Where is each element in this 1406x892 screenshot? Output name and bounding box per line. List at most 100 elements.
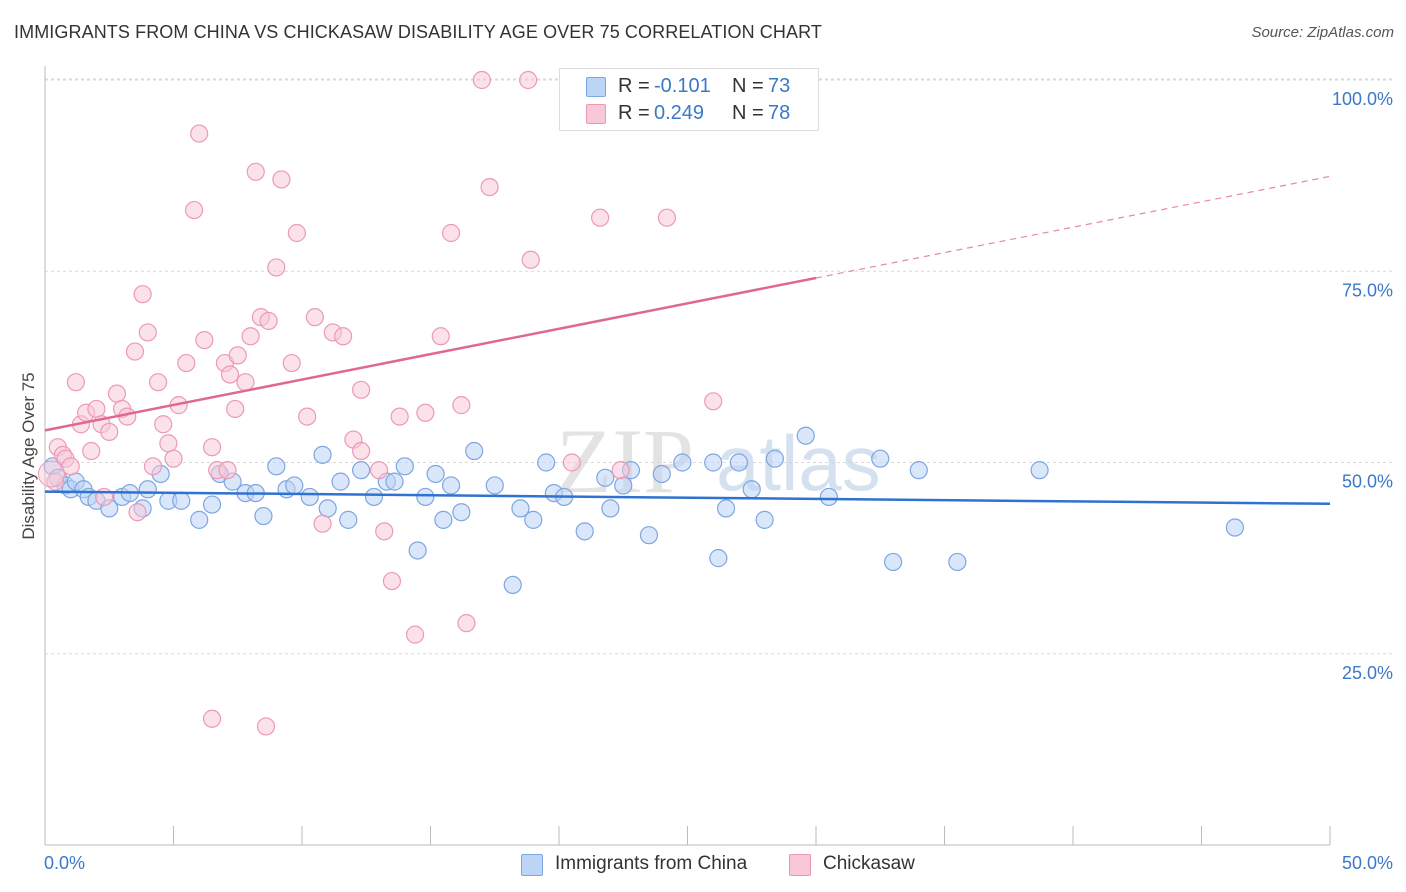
- correlation-legend: R = -0.101 N = 73 R = 0.249 N = 78: [559, 68, 819, 131]
- legend-r-value: -0.101: [654, 75, 711, 97]
- china-point: [601, 499, 620, 518]
- data-points: [37, 70, 1245, 736]
- y-axis-label: Disability Age Over 75: [19, 372, 38, 539]
- chickasaw-point: [195, 331, 214, 350]
- chickasaw-point: [704, 392, 723, 411]
- chickasaw-point: [220, 365, 240, 384]
- china-point: [524, 510, 543, 529]
- chickasaw-point: [272, 170, 291, 189]
- chickasaw-point: [246, 162, 265, 181]
- chickasaw-point: [82, 441, 101, 461]
- chickasaw-point: [202, 438, 222, 457]
- chickasaw-point: [267, 258, 286, 277]
- china-point: [190, 510, 209, 529]
- chickasaw-trend-line: [44, 276, 817, 432]
- china-point: [575, 522, 594, 541]
- chickasaw-point: [133, 285, 152, 304]
- chickasaw-point: [562, 453, 581, 472]
- china-point: [331, 472, 350, 491]
- tick-labels: 25.0% 50.0% 75.0% 100.0% 0.0% 50.0%: [44, 89, 1393, 873]
- china-point: [614, 476, 633, 495]
- china-point: [537, 453, 556, 472]
- china-point: [416, 487, 435, 507]
- chickasaw-point: [125, 342, 145, 361]
- china-point: [709, 549, 728, 568]
- chickasaw-point: [591, 208, 610, 227]
- legend-r-value: 0.249: [654, 102, 705, 124]
- y-tick-label: 100.0%: [1332, 89, 1393, 109]
- series-swatch-china: [521, 854, 543, 876]
- series-swatch-chickasaw: [789, 854, 811, 876]
- chickasaw-point: [352, 441, 371, 461]
- chickasaw-point: [228, 346, 247, 365]
- y-tick-label: 75.0%: [1342, 280, 1393, 300]
- china-point: [596, 468, 615, 487]
- grid-lines: [45, 78, 1392, 655]
- chickasaw-point: [452, 396, 471, 415]
- china-point: [285, 476, 304, 495]
- chickasaw-point: [431, 327, 450, 346]
- china-point: [485, 476, 504, 495]
- chickasaw-point: [305, 308, 324, 327]
- china-point: [871, 449, 890, 468]
- china-point: [1225, 518, 1245, 537]
- china-point: [639, 526, 659, 545]
- china-point: [138, 480, 157, 499]
- china-point: [300, 487, 319, 507]
- china-point: [202, 495, 222, 514]
- legend-swatch-chickasaw: [586, 104, 606, 124]
- china-point: [1030, 461, 1049, 480]
- chickasaw-point: [100, 422, 119, 441]
- legend-n-value: 73: [768, 75, 791, 97]
- china-point: [765, 449, 784, 468]
- chickasaw-point: [177, 353, 196, 373]
- china-point: [729, 453, 749, 472]
- chickasaw-point: [521, 250, 540, 269]
- series-name-chickasaw: Chickasaw: [823, 853, 915, 874]
- chickasaw-point: [287, 223, 306, 243]
- chickasaw-point: [382, 571, 402, 591]
- chickasaw-point: [241, 327, 260, 346]
- chickasaw-point: [138, 323, 157, 342]
- chickasaw-point: [164, 449, 183, 468]
- china-point: [339, 510, 358, 529]
- china-point: [883, 552, 903, 572]
- chickasaw-point: [259, 311, 278, 331]
- legend-n-label: N =: [732, 102, 764, 124]
- legend-n-value: 78: [768, 102, 791, 124]
- x-tick-label: 0.0%: [44, 853, 85, 873]
- chickasaw-point: [37, 460, 65, 488]
- chickasaw-point: [282, 353, 301, 373]
- china-point: [503, 575, 522, 595]
- china-trend-line: [44, 490, 1331, 506]
- chickasaw-point: [457, 614, 476, 633]
- chickasaw-point: [184, 200, 204, 220]
- chart-title: IMMIGRANTS FROM CHINA VS CHICKASAW DISAB…: [14, 22, 822, 42]
- legend-r-label: R =: [618, 75, 650, 97]
- china-point: [819, 487, 838, 507]
- axes: [44, 66, 1331, 846]
- x-tick-label: 50.0%: [1342, 853, 1393, 873]
- chickasaw-point: [352, 380, 371, 399]
- chickasaw-point: [657, 208, 677, 227]
- chickasaw-point: [519, 70, 538, 90]
- chickasaw-point: [226, 399, 245, 419]
- china-point: [364, 487, 384, 507]
- chickasaw-point: [375, 522, 394, 541]
- source-credit: Source: ZipAtlas.com: [1251, 24, 1394, 41]
- y-tick-label: 50.0%: [1342, 472, 1393, 492]
- chickasaw-point: [416, 403, 435, 422]
- chickasaw-point: [46, 472, 65, 491]
- chickasaw-point: [190, 124, 209, 143]
- chickasaw-point: [128, 503, 147, 522]
- chickasaw-point: [148, 373, 168, 392]
- china-point: [441, 476, 461, 495]
- chickasaw-point: [313, 514, 332, 533]
- china-point: [385, 472, 404, 491]
- chickasaw-trend-line-extension: [815, 175, 1331, 279]
- series-name-china: Immigrants from China: [555, 853, 748, 874]
- chickasaw-point: [159, 434, 178, 453]
- china-point: [172, 491, 191, 510]
- chickasaw-point: [298, 407, 317, 426]
